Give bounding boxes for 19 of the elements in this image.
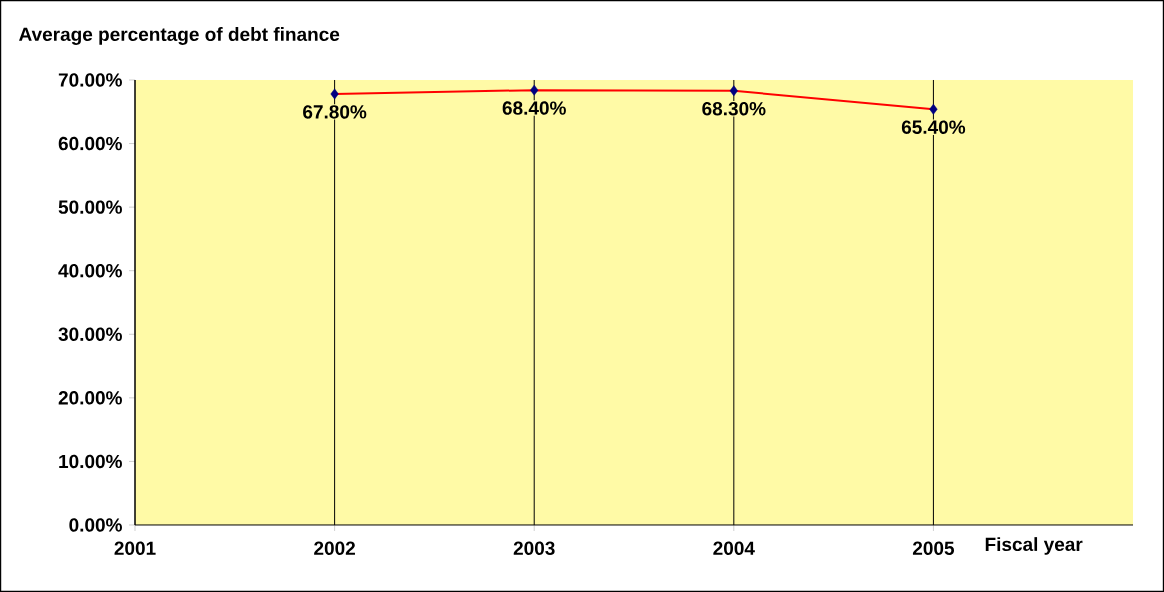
y-tick-label: 20.00% xyxy=(58,391,122,405)
y-tick-label: 60.00% xyxy=(58,136,122,151)
y-tick-label: 0.00% xyxy=(69,518,122,532)
x-tick-label: 2002 xyxy=(314,541,355,555)
x-tick-label: 2004 xyxy=(713,541,755,555)
y-tick-label: 50.00% xyxy=(58,200,122,214)
x-tick-label: 2001 xyxy=(114,541,156,555)
data-label: 68.30% xyxy=(702,101,766,116)
x-tick-label: 2005 xyxy=(912,541,955,555)
y-tick-label: 70.00% xyxy=(58,73,122,87)
data-label: 67.80% xyxy=(303,105,367,119)
x-axis-title: Fiscal year xyxy=(985,537,1083,555)
x-tick-label: 2003 xyxy=(513,541,555,555)
y-tick-label: 40.00% xyxy=(58,263,122,278)
data-label: 68.40% xyxy=(502,101,566,115)
y-tick-label: 10.00% xyxy=(59,454,122,469)
y-axis-title: Average percentage of debt finance xyxy=(19,27,340,45)
data-label: 65.40% xyxy=(901,120,966,134)
y-tick-label: 30.00% xyxy=(58,327,122,342)
